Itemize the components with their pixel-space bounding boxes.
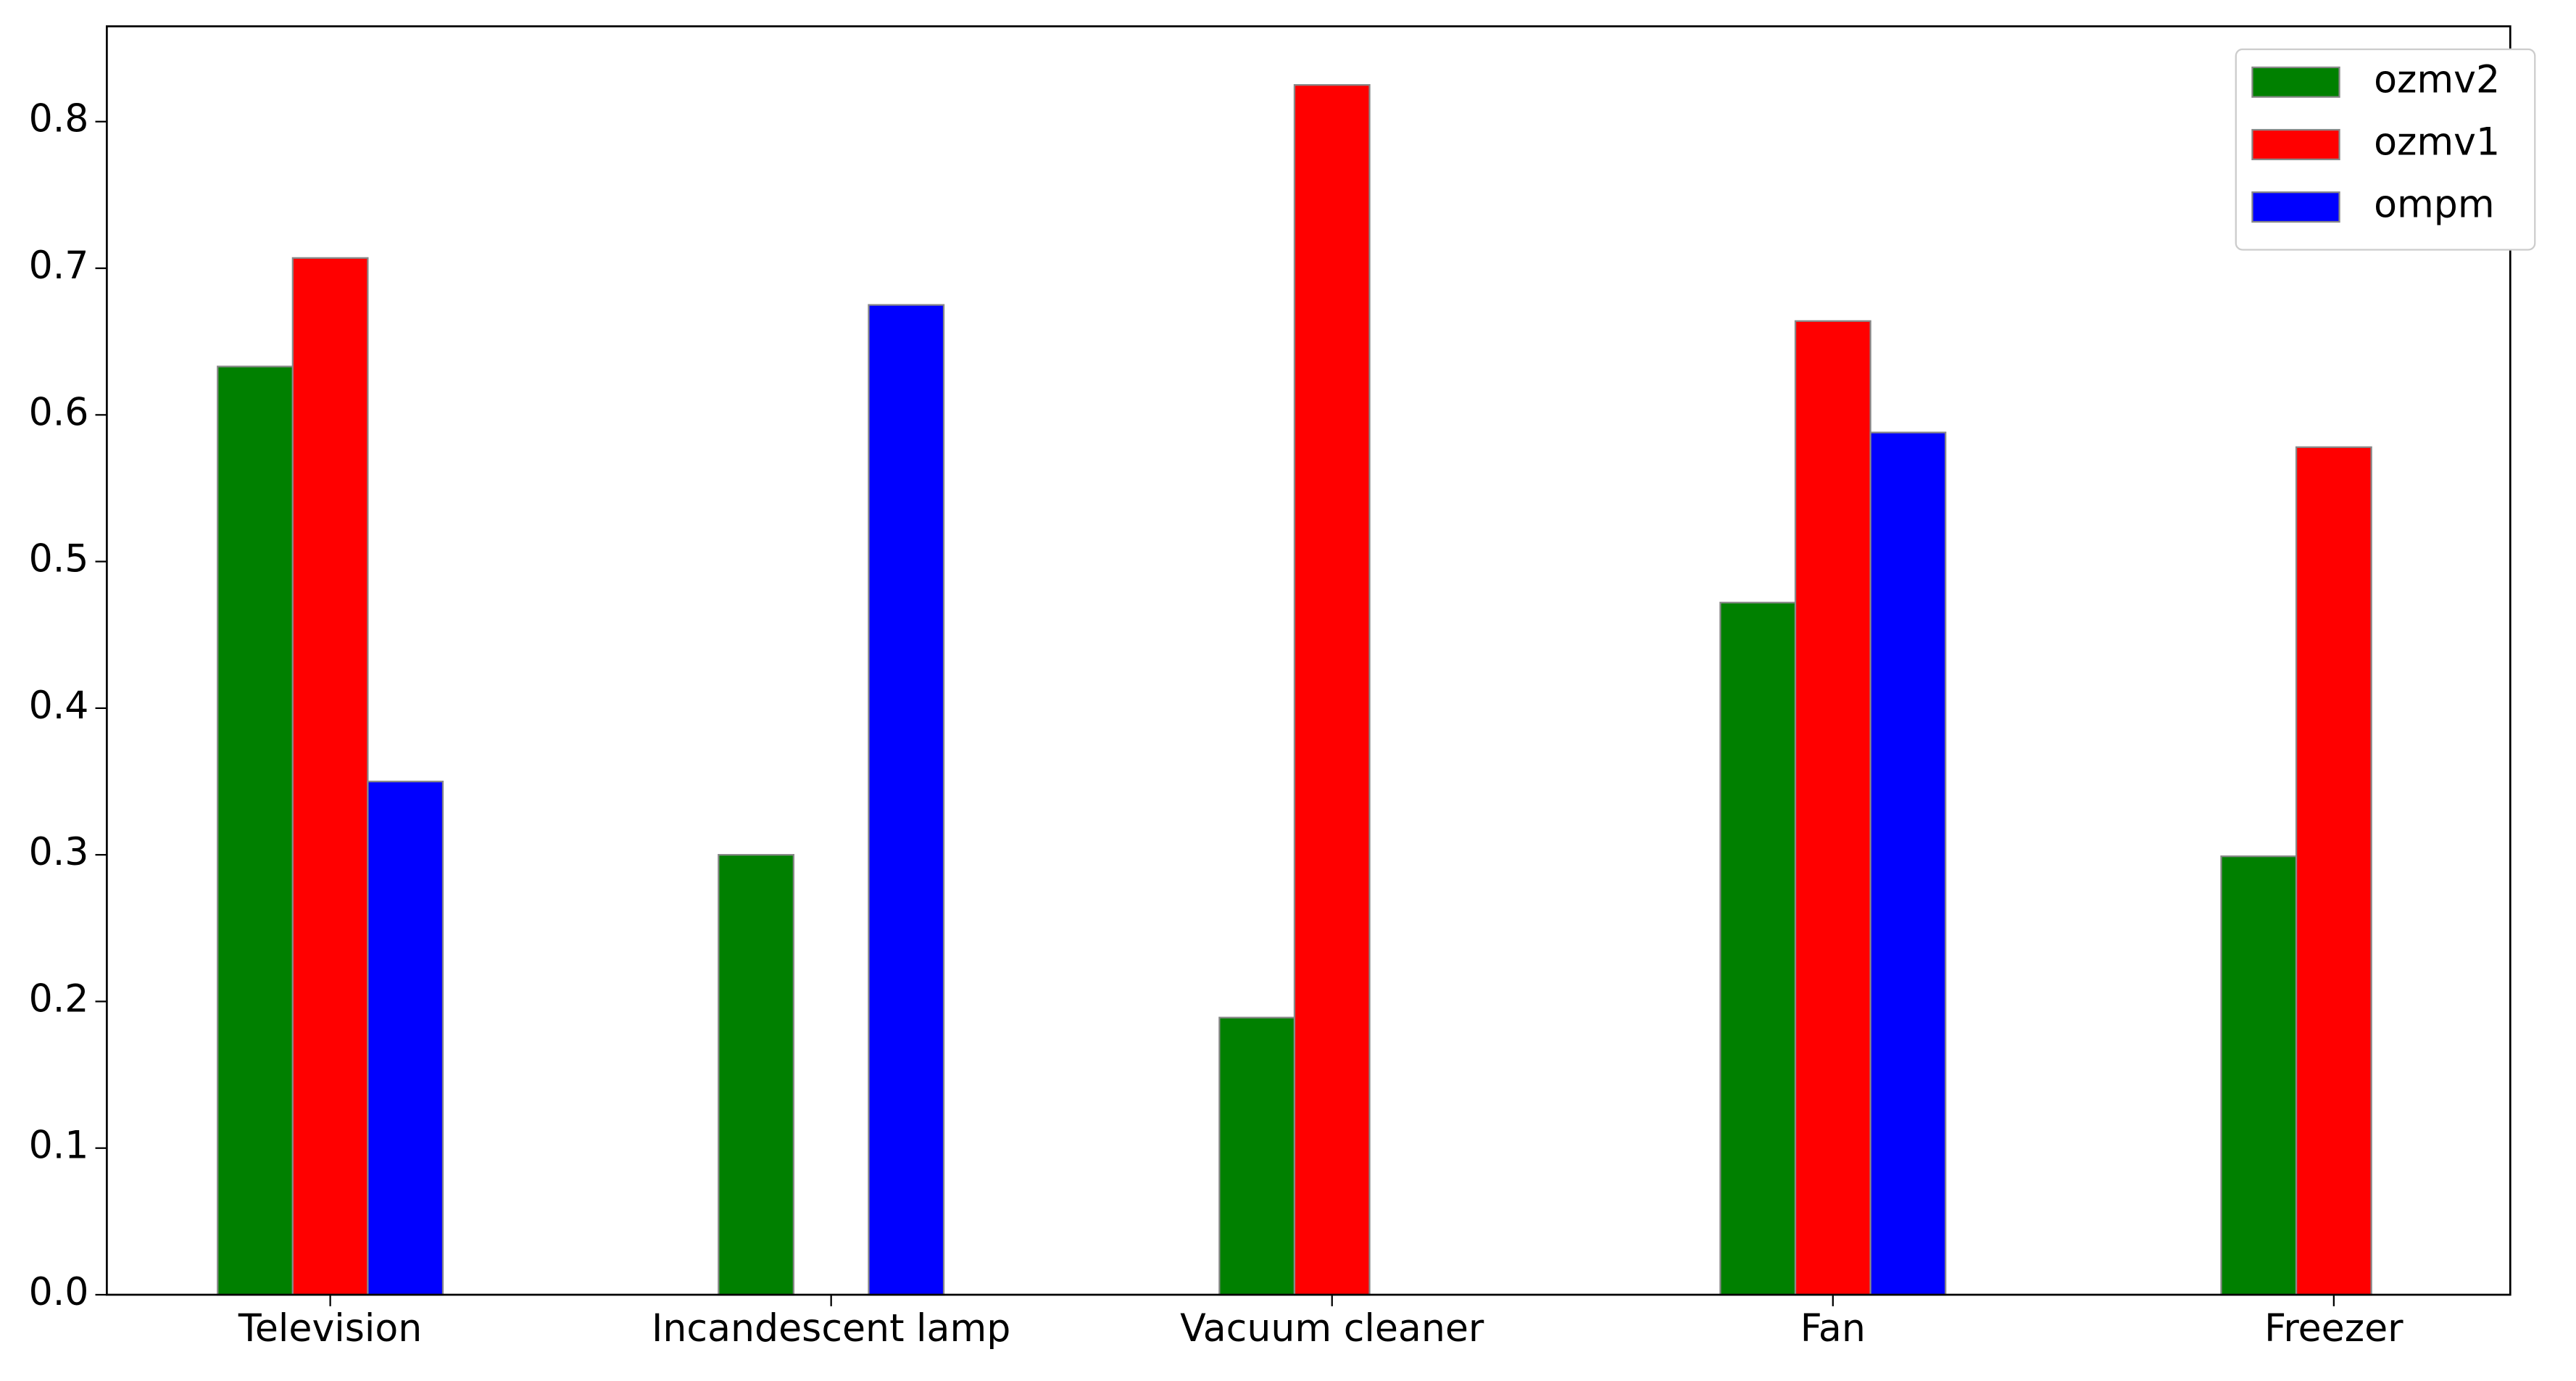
bar [1869,431,1947,1296]
x-tick-label: Fan [1800,1307,1866,1351]
y-tick-label: 0.5 [29,538,89,581]
y-tick-label: 0.3 [29,831,89,874]
bar [868,304,945,1296]
bar [2220,855,2298,1296]
legend-swatch [2251,66,2340,98]
plot-frame [106,25,2511,1296]
legend-swatch [2251,128,2340,160]
bar [718,854,795,1296]
y-tick-label: 0.4 [29,684,89,728]
bar [1794,320,1871,1296]
legend-label: ozmv2 [2374,58,2500,101]
bar [291,257,369,1296]
y-tick-label: 0.8 [29,98,89,141]
x-tick-label: Incandescent lamp [652,1307,1010,1351]
bar [1218,1016,1296,1296]
x-tick-label: Freezer [2264,1307,2403,1351]
bar [1719,602,1797,1296]
y-tick-label: 0.2 [29,977,89,1021]
bar [1293,84,1371,1296]
x-tick-label: Television [238,1307,422,1351]
y-tick-label: 0.7 [29,244,89,288]
legend-label: ozmv1 [2374,120,2500,164]
y-tick-label: 0.1 [29,1124,89,1168]
bar [367,780,444,1296]
bar [2295,446,2372,1296]
legend-label: ompm [2374,183,2494,227]
y-tick-label: 0.0 [29,1271,89,1314]
x-tick-label: Vacuum cleaner [1180,1307,1484,1351]
y-tick-label: 0.6 [29,391,89,434]
bar [217,365,294,1296]
legend-swatch [2251,191,2340,223]
